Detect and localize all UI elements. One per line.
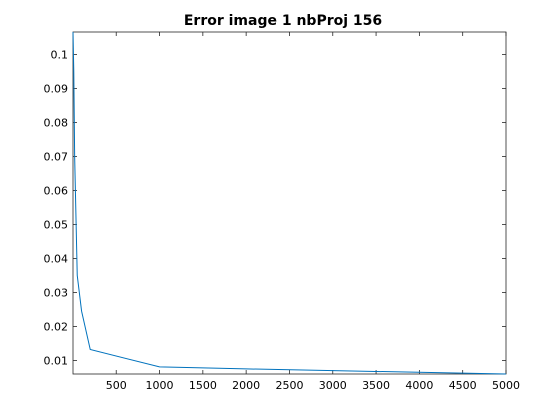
y-tick-label: 0.1 xyxy=(51,48,69,61)
y-tick-label: 0.06 xyxy=(44,184,69,197)
y-tick-label: 0.07 xyxy=(44,150,69,163)
x-tick-label: 500 xyxy=(106,379,127,392)
y-tick-label: 0.05 xyxy=(44,218,69,231)
x-tick-label: 1500 xyxy=(189,379,217,392)
y-tick-label: 0.09 xyxy=(44,82,69,95)
y-tick-label: 0.08 xyxy=(44,116,69,129)
x-tick-label: 4500 xyxy=(449,379,477,392)
x-tick-label: 5000 xyxy=(492,379,520,392)
series-line xyxy=(72,31,507,375)
plot-frame xyxy=(72,31,507,375)
plot-area: 500 1000 1500 2000 2500 3000 3500 4000 4500 5000 0… xyxy=(44,31,520,392)
x-tick-label: 3500 xyxy=(362,379,390,392)
y-tick-label: 0.01 xyxy=(44,354,69,367)
y-tick-label: 0.04 xyxy=(44,252,69,265)
chart-title: Error image 1 nbProj 156 xyxy=(184,13,382,29)
x-tick-label: 2000 xyxy=(232,379,260,392)
x-tick-label: 4000 xyxy=(405,379,433,392)
x-tick-label: 3000 xyxy=(319,379,347,392)
y-tick-label: 0.02 xyxy=(44,320,69,333)
y-tick-label: 0.03 xyxy=(44,286,69,299)
x-tick-label: 1000 xyxy=(146,379,174,392)
x-tick-label: 2500 xyxy=(275,379,303,392)
